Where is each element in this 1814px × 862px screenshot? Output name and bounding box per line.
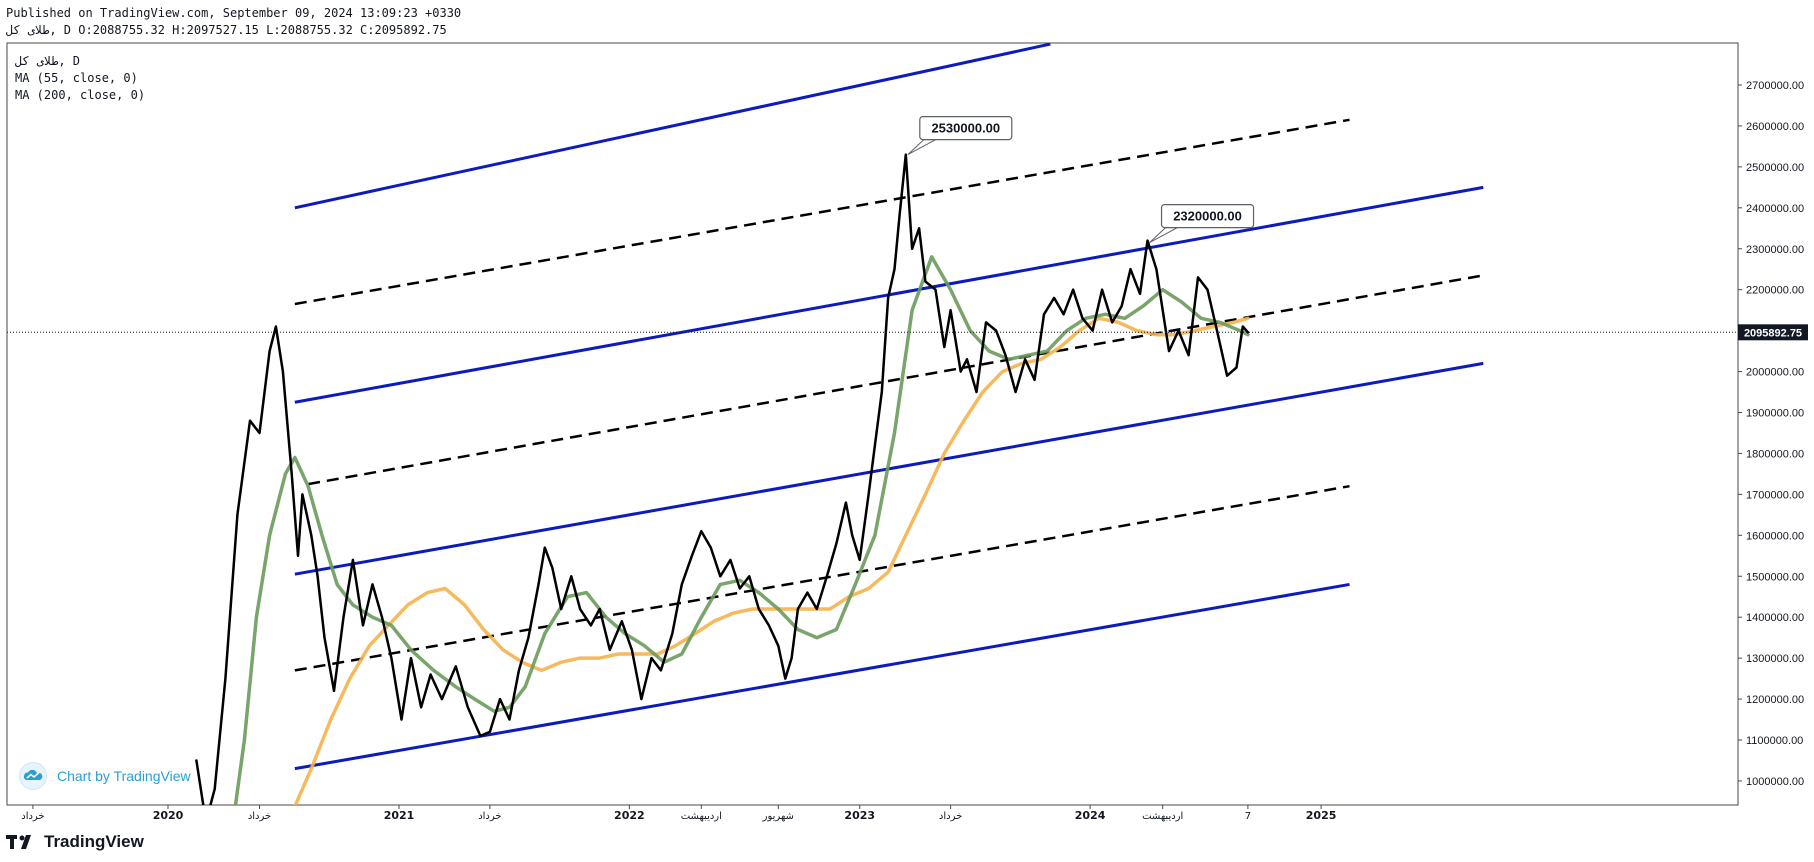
last-price-badge [1738,324,1808,341]
annotation-label-0: 2530000.00 [931,121,1000,136]
channel-midline-1 [294,118,1350,306]
series-lines [195,153,1250,805]
y-tick-label-7: 1700000.00 [1746,489,1804,501]
y-tick-label-15: 2500000.00 [1746,162,1804,174]
y-tick-label-8: 1800000.00 [1746,448,1804,460]
annotation-pointer-0 [907,139,937,156]
channel-lines [294,43,1484,771]
y-tick-label-12: 2200000.00 [1746,285,1804,297]
x-tick-label-5: 2022 [614,809,645,822]
y-tick-label-4: 1400000.00 [1746,612,1804,624]
channel-midline-5 [294,484,1350,672]
watermark-text: Chart by TradingView [57,768,191,784]
x-tick-label-12: 7 [1245,811,1251,822]
last-price-label: 2095892.75 [1744,327,1802,339]
channel-line-6 [294,582,1350,771]
annotation-label-1: 2320000.00 [1173,209,1242,224]
x-tick-label-9: خرداد [939,811,962,822]
annotation-box-1 [1160,204,1255,229]
x-tick-label-3: 2021 [384,809,415,822]
y-tick-label-3: 1300000.00 [1746,653,1804,665]
x-tick-label-11: اردیبهشت [1142,811,1183,822]
y-tick-label-16: 2600000.00 [1746,121,1804,133]
x-tick-label-1: 2020 [153,809,184,822]
y-tick-label-5: 1500000.00 [1746,571,1804,583]
y-tick-label-0: 1000000.00 [1746,776,1804,788]
annotation-pointer-1 [1149,227,1178,244]
x-tick-label-10: 2024 [1075,809,1106,822]
tradingview-logo-icon [6,835,31,849]
channel-midline-3 [307,274,1484,486]
y-tick-label-2: 1200000.00 [1746,694,1804,706]
x-tick-label-13: 2025 [1306,809,1337,822]
y-tick-label-17: 2700000.00 [1746,80,1804,92]
footer-brand-text: TradingView [44,832,144,851]
y-tick-label-9: 1900000.00 [1746,408,1804,420]
x-tick-label-7: شهریور [762,811,794,822]
legend-ma55[interactable]: MA (55, close, 0) [15,71,138,85]
x-tick-label-6: اردیبهشت [681,811,722,822]
x-tick-label-0: خرداد [21,811,44,822]
y-tick-label-13: 2300000.00 [1746,244,1804,256]
y-tick-label-6: 1600000.00 [1746,530,1804,542]
x-tick-label-2: خرداد [248,811,271,822]
tradingview-cloud-icon [19,762,47,790]
footer-brand[interactable]: TradingView [6,832,144,852]
chart-frame [6,42,1739,806]
ma55-series-line [233,255,1250,805]
y-tick-label-14: 2400000.00 [1746,203,1804,215]
ohlc-info: طلای کل, D O:2088755.32 H:2097527.15 L:2… [6,23,447,37]
legend-ma200[interactable]: MA (200, close, 0) [15,88,146,102]
time-axis: خرداد 2020 خرداد 2021 خرداد 2022 اردیبهشت شهریو… [21,805,1336,822]
y-tick-label-10: 2000000.00 [1746,367,1804,379]
y-tick-label-1: 1100000.00 [1746,735,1803,747]
last-price-line: 2095892.75 [7,324,1808,341]
published-info: Published on TradingView.com, September … [6,6,462,20]
price-series-line [195,153,1250,805]
chart-watermark[interactable]: Chart by TradingView [19,762,191,790]
channel-line-0 [294,43,1051,210]
price-annotations: 2530000.00 2320000.00 [907,115,1255,244]
x-tick-label-8: 2023 [844,809,875,822]
x-tick-label-4: خرداد [478,811,501,822]
ma200-series-line [293,316,1250,805]
price-axis: 1000000.00 1100000.00 1200000.00 1300000.00… [1738,80,1804,788]
annotation-box-0 [919,115,1013,141]
legend-symbol[interactable]: طلای کل, D [15,54,81,68]
